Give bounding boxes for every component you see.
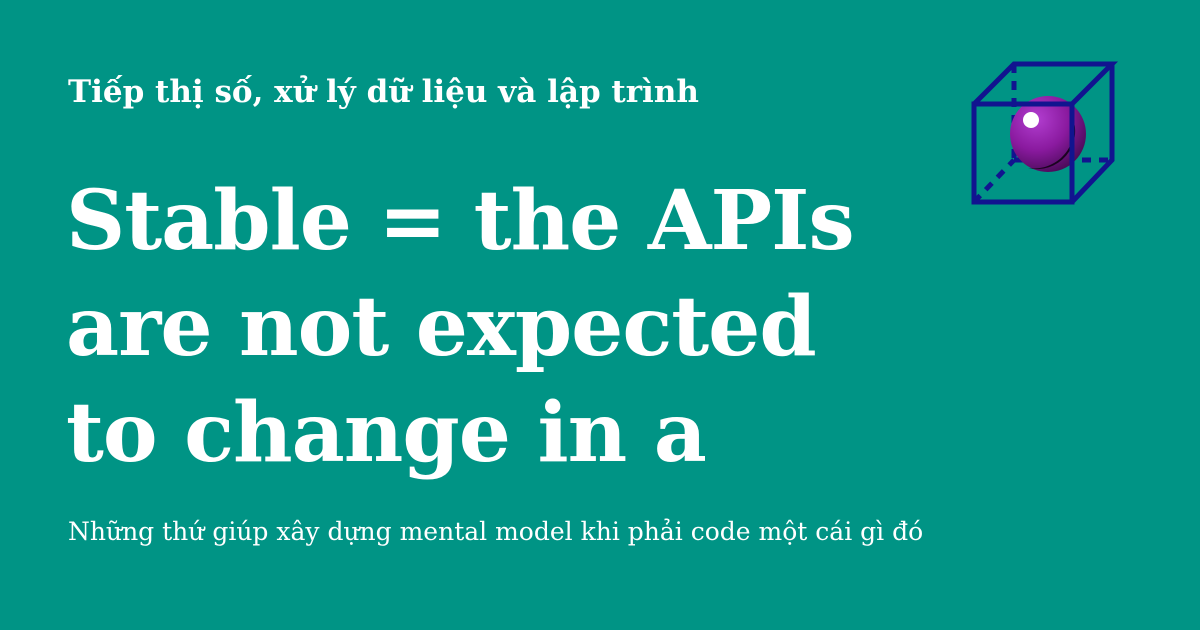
post-title-line-1: Stable = the APIs bbox=[66, 173, 855, 269]
site-name: Tiếp thị số, xử lý dữ liệu và lập trình bbox=[68, 74, 699, 110]
post-title: Stable = the APIs are not expected to ch… bbox=[66, 168, 966, 486]
post-description: Những thứ giúp xây dựng mental model khi… bbox=[68, 517, 924, 546]
cube-sphere-logo-icon bbox=[971, 61, 1119, 205]
post-title-line-3: to change in a bbox=[66, 385, 707, 481]
post-title-line-2: are not expected bbox=[66, 279, 817, 375]
